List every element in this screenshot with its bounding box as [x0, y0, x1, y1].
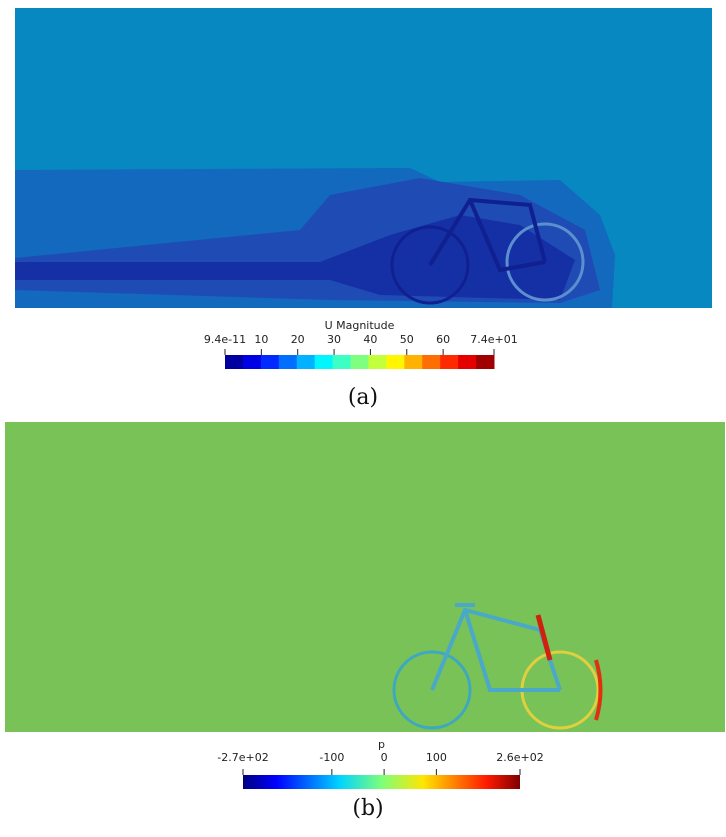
- colorbar-band: [315, 355, 333, 369]
- colorbar-band: [386, 355, 404, 369]
- colorbar-tick-label: 60: [436, 333, 450, 346]
- colorbar-band: [368, 355, 386, 369]
- colorbar-tick-label: 0: [381, 751, 388, 764]
- colorbar-title: U Magnitude: [325, 319, 395, 332]
- colorbar-tick-label: 30: [327, 333, 341, 346]
- colorbar: [243, 775, 520, 789]
- colorbar-tick-label: -100: [319, 751, 344, 764]
- colorbar-tick-label: 40: [363, 333, 377, 346]
- velocity-field-image: [15, 8, 712, 308]
- colorbar-band: [351, 355, 369, 369]
- colorbar-tick-label: 9.4e-11: [204, 333, 246, 346]
- colorbar-band: [279, 355, 297, 369]
- colorbar-band: [440, 355, 458, 369]
- colorbar-tick-label: 7.4e+01: [470, 333, 517, 346]
- colorbar-tick-label: 10: [254, 333, 268, 346]
- pressure-field-image: [5, 422, 725, 732]
- colorbar-band: [243, 355, 261, 369]
- colorbar-tick-label: -2.7e+02: [217, 751, 268, 764]
- colorbar-tick-label: 2.6e+02: [496, 751, 543, 764]
- colorbar-tick-label: 50: [400, 333, 414, 346]
- figure: U Magnitude 9.4e-11 10 20 30 40 50 60 7.4e+01 (a)…: [0, 0, 726, 833]
- colorbar-band: [297, 355, 315, 369]
- colorbar-tick-label: 20: [291, 333, 305, 346]
- colorbar-band: [458, 355, 476, 369]
- colorbar-band: [404, 355, 422, 369]
- caption: (a): [348, 385, 378, 410]
- colorbar-tick-label: 100: [426, 751, 447, 764]
- colorbar-band: [261, 355, 279, 369]
- colorbar-band: [422, 355, 440, 369]
- colorbar-band: [225, 355, 243, 369]
- colorbar-band: [333, 355, 351, 369]
- caption: (b): [352, 796, 383, 821]
- colorbar-title: p: [378, 738, 385, 751]
- colorbar-band: [476, 355, 494, 369]
